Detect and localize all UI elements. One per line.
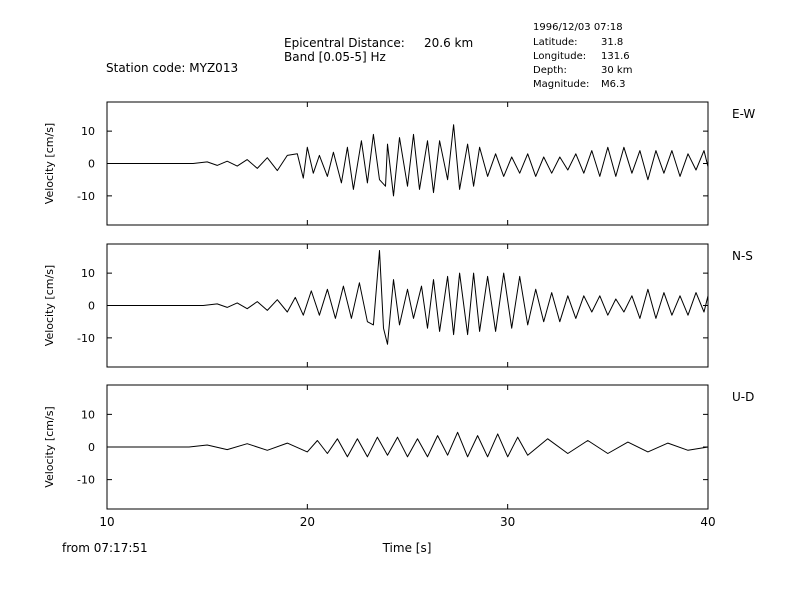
latitude-label: Latitude: [533, 37, 578, 48]
y-tick-label: 10 [81, 408, 95, 421]
y-axis-label: Velocity [cm/s] [43, 123, 56, 204]
y-tick-label: 0 [88, 158, 95, 171]
y-tick-label: -10 [77, 190, 95, 203]
trace-u-d [107, 431, 709, 458]
start-time-label: from 07:17:51 [62, 541, 148, 555]
trace-e-w [107, 124, 709, 197]
longitude-label: Longitude: [533, 51, 587, 62]
y-axis-label: Velocity [cm/s] [43, 265, 56, 346]
y-tick-label: 10 [81, 125, 95, 138]
x-tick-label: 10 [99, 515, 114, 529]
epicentral-distance-label: Epicentral Distance: [284, 36, 405, 50]
y-axis-label: Velocity [cm/s] [43, 406, 56, 487]
frequency-band: Band [0.05-5] Hz [284, 50, 386, 64]
epicentral-distance-value: 20.6 km [424, 36, 474, 50]
magnitude-label: Magnitude: [533, 79, 590, 90]
x-tick-label: 20 [300, 515, 315, 529]
y-tick-label: -10 [77, 474, 95, 487]
depth-label: Depth: [533, 65, 567, 76]
component-label-u-d: U-D [732, 390, 754, 404]
longitude-value: 131.6 [601, 51, 630, 62]
component-label-n-s: N-S [732, 249, 753, 263]
component-label-e-w: E-W [732, 107, 755, 121]
latitude-value: 31.8 [601, 37, 624, 48]
station-code: Station code: MYZ013 [106, 61, 239, 75]
y-tick-label: 10 [81, 267, 95, 280]
y-tick-label: 0 [88, 300, 95, 313]
x-tick-label: 40 [700, 515, 715, 529]
event-datetime: 1996/12/03 07:18 [533, 22, 623, 33]
magnitude-value: M6.3 [601, 79, 626, 90]
x-axis-label: Time [s] [382, 541, 432, 555]
y-tick-label: -10 [77, 332, 95, 345]
y-tick-label: 0 [88, 441, 95, 454]
trace-n-s [107, 250, 709, 345]
panel-frame-u-d [106, 384, 709, 510]
x-tick-label: 30 [500, 515, 515, 529]
depth-value: 30 km [601, 65, 633, 76]
